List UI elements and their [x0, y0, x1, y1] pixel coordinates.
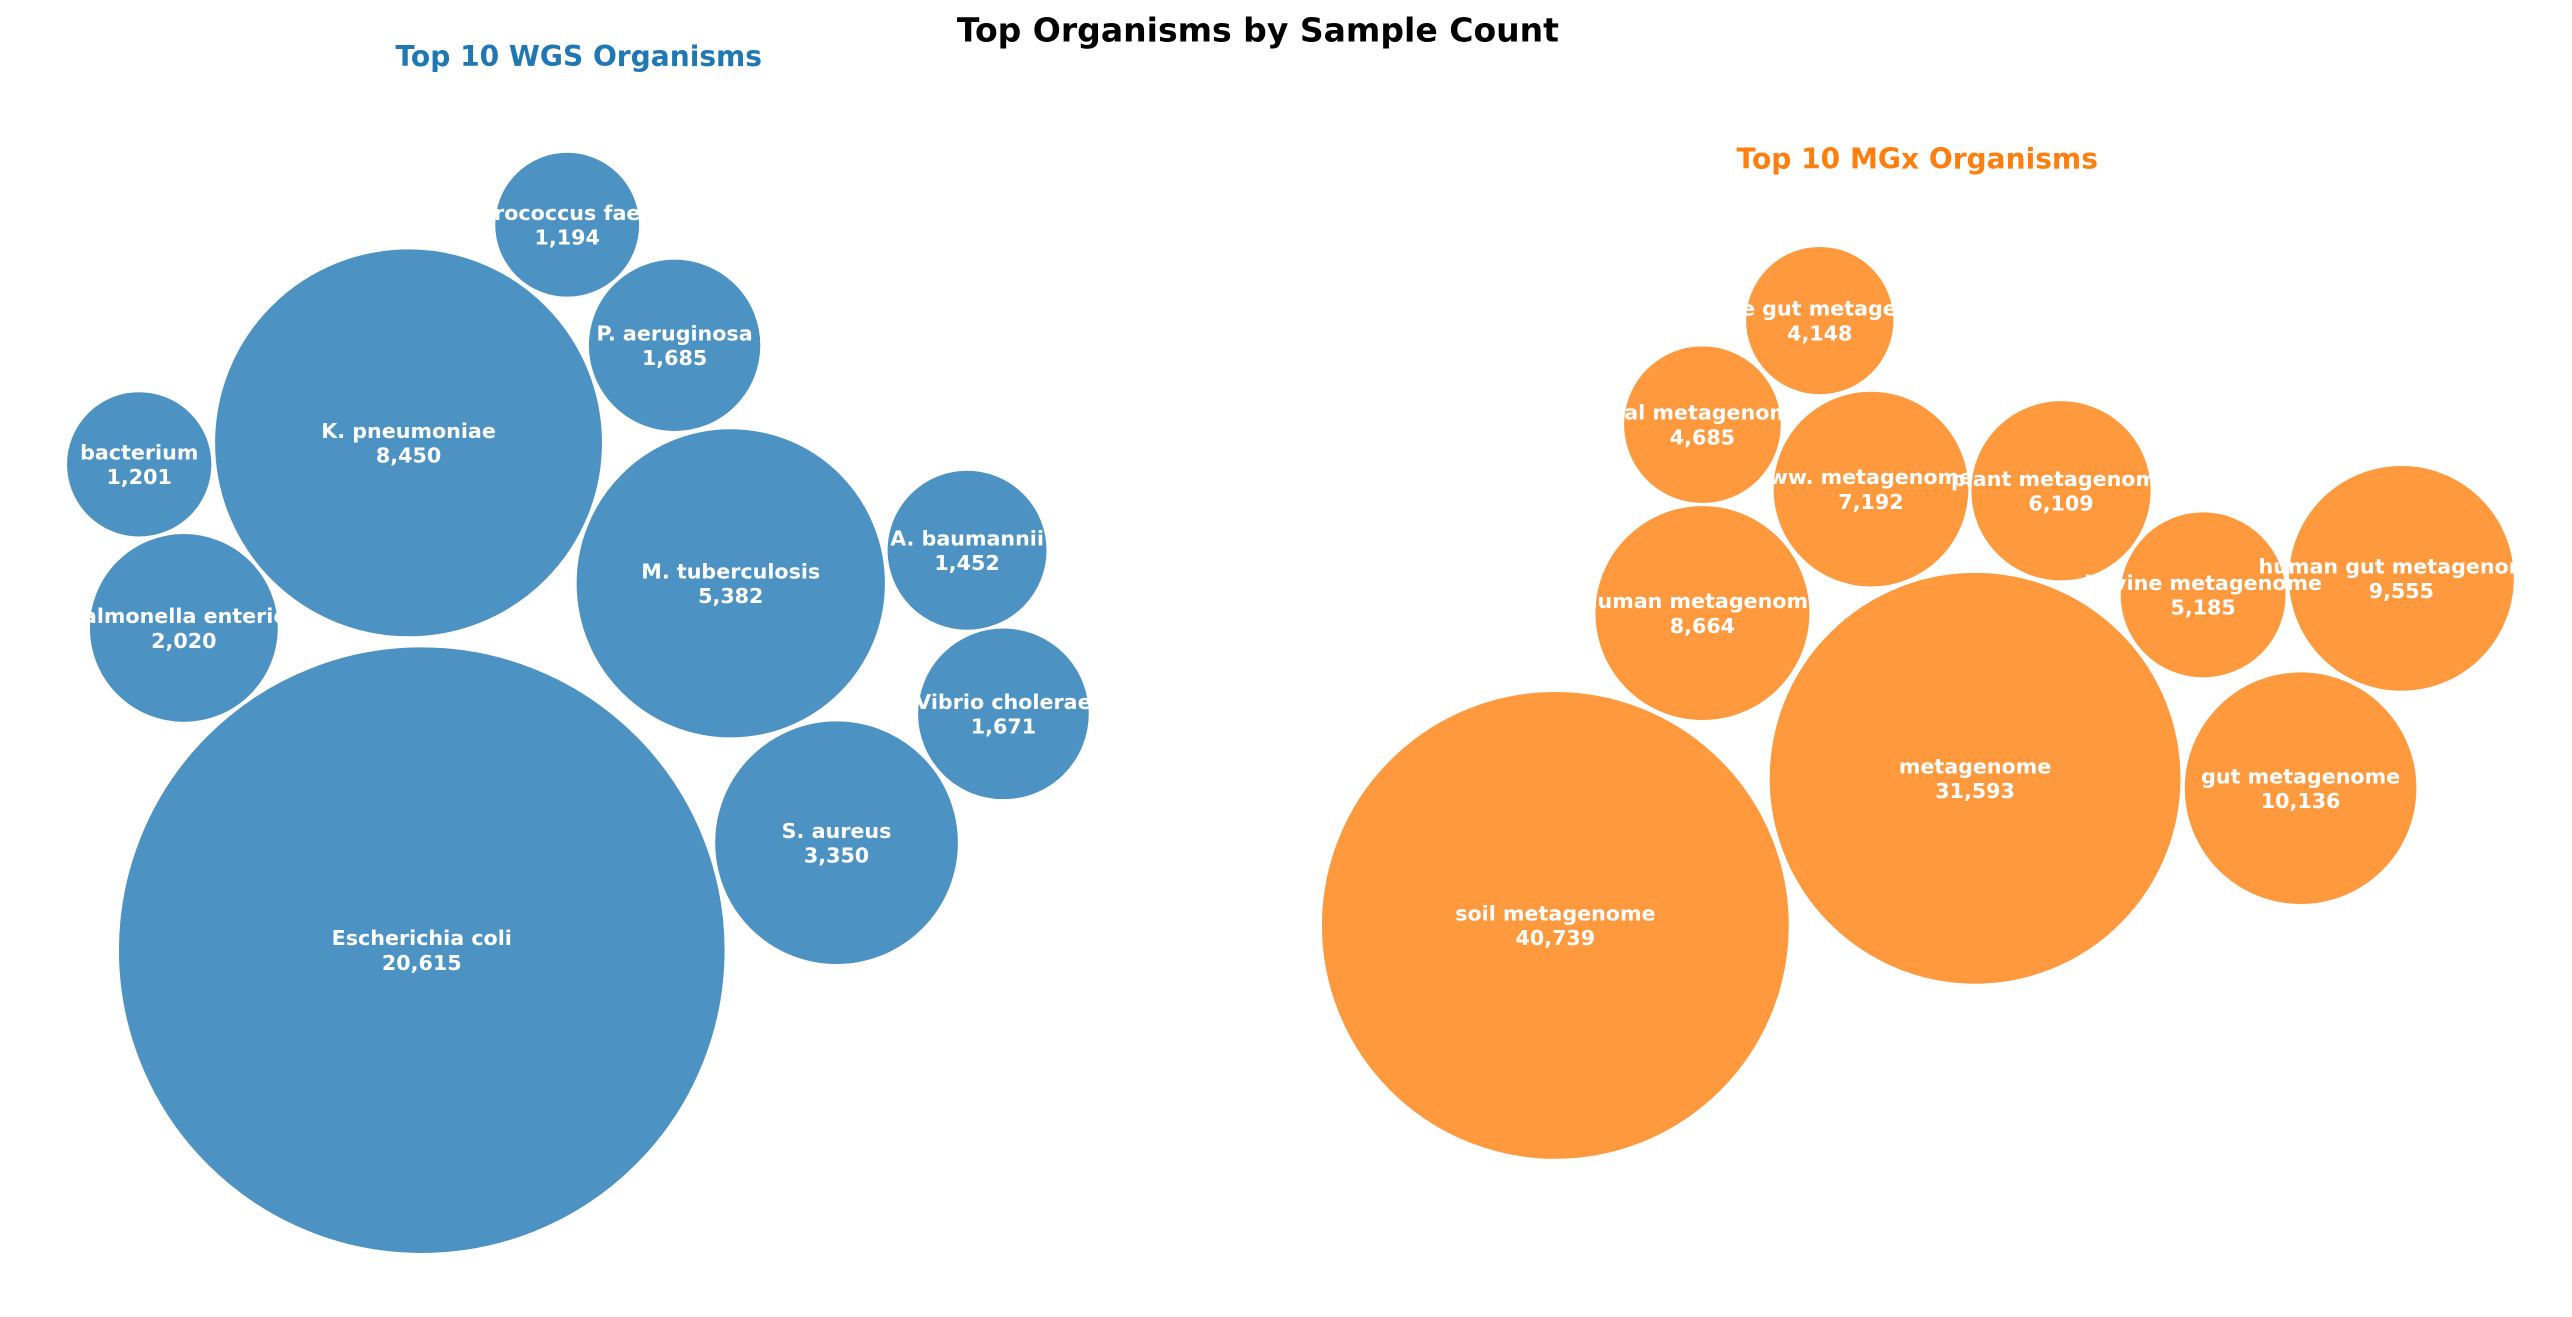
bubble-name-label: plant metagenome — [1951, 467, 2171, 491]
bubble-name-label: human gut metagenome — [2259, 554, 2545, 578]
bubble-value-label: 6,109 — [2028, 492, 2093, 516]
bubble-value-label: 7,192 — [1838, 490, 1903, 514]
bubble-name-label: Vibrio cholerae — [915, 690, 1091, 714]
bubble-wgs — [492, 150, 642, 300]
mgx-chart-title: Top 10 MGx Organisms — [1737, 143, 2098, 176]
bubble-value-label: 20,615 — [382, 951, 462, 975]
bubble-value-label: 10,136 — [2261, 789, 2341, 813]
bubble-name-label: Escherichia coli — [332, 926, 512, 950]
bubble-wgs — [712, 718, 961, 967]
bubble-value-label: 2,020 — [151, 629, 216, 653]
bubble-value-label: 4,685 — [1670, 426, 1735, 450]
bubble-name-label: Enterococcus faecalis — [441, 201, 693, 225]
bubble-name-label: soil metagenome — [1455, 901, 1655, 925]
bubble-value-label: 1,194 — [535, 226, 600, 250]
bubble-wgs — [116, 644, 728, 1256]
bubble-name-label: S. aureus — [782, 819, 892, 843]
bubble-value-label: 8,450 — [376, 444, 441, 468]
bubble-value-label: 1,201 — [107, 465, 172, 489]
bubble-value-label: 1,685 — [642, 346, 707, 370]
bubble-mgx — [2118, 509, 2289, 680]
bubble-wgs — [586, 257, 763, 434]
bubble-name-label: Salmonella enterica — [68, 604, 300, 628]
bubble-value-label: 5,382 — [698, 584, 763, 608]
bubble-wgs — [87, 531, 281, 725]
bubble-name-label: P. aeruginosa — [597, 321, 753, 345]
bubble-mgx — [2182, 669, 2419, 907]
bubble-value-label: 8,664 — [1670, 614, 1735, 638]
bubble-value-label: 5,185 — [2170, 596, 2235, 620]
bubble-name-label: human metagenome — [1583, 589, 1822, 613]
bubble-value-label: 40,739 — [1516, 926, 1596, 950]
wgs-chart-title: Top 10 WGS Organisms — [395, 40, 762, 73]
figure-title: Top Organisms by Sample Count — [957, 10, 1559, 49]
bubble-name-label: mouse gut metagenome — [1678, 297, 1961, 321]
bubble-name-label: metagenome — [1899, 754, 2051, 778]
bubble-name-label: ww. metagenome — [1769, 465, 1973, 489]
bubble-mgx — [1319, 689, 1792, 1162]
bubble-wgs — [574, 426, 888, 740]
bubble-name-label: oral metagenome — [1600, 401, 1805, 425]
bubble-name-label: gut metagenome — [2201, 764, 2400, 788]
bubble-value-label: 1,452 — [934, 551, 999, 575]
bubble-wgs — [915, 626, 1092, 802]
bubble-name-label: M. tuberculosis — [641, 559, 820, 583]
bubble-wgs — [885, 468, 1050, 633]
bubble-mgx — [1621, 343, 1784, 506]
bubble-name-label: A. baumannii — [890, 526, 1044, 550]
bubble-value-label: 3,350 — [804, 844, 869, 868]
bubble-value-label: 4,148 — [1787, 321, 1852, 345]
bubble-value-label: 9,555 — [2369, 579, 2434, 603]
bubble-mgx — [2286, 463, 2517, 694]
bubble-name-label: bovine metagenome — [2084, 571, 2322, 595]
bubble-name-label: K. pneumoniae — [321, 419, 496, 443]
bubble-name-label: bacterium — [80, 440, 198, 464]
bubble-value-label: 31,593 — [1935, 779, 2015, 803]
bubble-value-label: 1,671 — [971, 715, 1036, 739]
bubble-mgx — [1743, 244, 1896, 397]
bubble-wgs — [64, 389, 214, 539]
bubble-wgs — [212, 246, 605, 639]
bubble-mgx — [1968, 398, 2154, 583]
bubble-mgx — [1767, 570, 2183, 987]
